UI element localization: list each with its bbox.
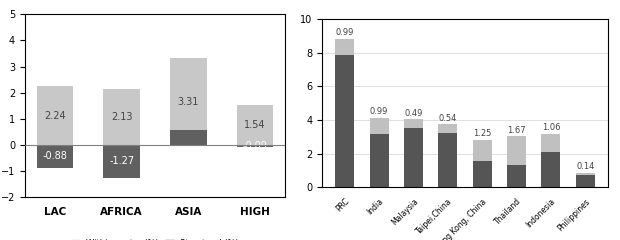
Bar [37,86,73,145]
Bar [237,105,273,145]
Bar [104,89,140,145]
Bar [404,119,423,128]
Text: 0.14: 0.14 [576,162,595,171]
Bar [370,118,389,134]
Bar [472,161,492,187]
Bar [335,39,354,55]
Text: -0.09: -0.09 [242,141,267,151]
Text: 1.54: 1.54 [244,120,266,130]
Bar [541,134,560,152]
Text: 0.54: 0.54 [438,114,457,123]
Bar [170,130,206,145]
Bar [335,55,354,187]
Text: -1.27: -1.27 [109,156,134,166]
Bar [507,137,526,165]
Bar [438,133,458,187]
Legend: Within sector (%), Structural (%): Within sector (%), Structural (%) [68,235,242,240]
Text: 3.31: 3.31 [178,96,199,107]
Text: 1.25: 1.25 [473,130,492,138]
Text: 2.24: 2.24 [44,110,66,120]
Text: -0.88: -0.88 [43,151,68,161]
Text: 2.13: 2.13 [111,112,133,122]
Text: 0.57: 0.57 [177,46,199,56]
Text: 0.99: 0.99 [335,28,354,37]
Bar [37,145,73,168]
Bar [576,173,595,175]
Bar [370,134,389,187]
Bar [237,145,273,147]
Bar [507,165,526,187]
Text: 1.67: 1.67 [507,126,526,135]
Text: 0.49: 0.49 [404,109,423,118]
Bar [104,145,140,178]
Bar [576,175,595,187]
Bar [404,128,423,187]
Bar [438,124,458,133]
Bar [472,140,492,161]
Text: 0.99: 0.99 [370,107,388,116]
Bar [541,152,560,187]
Bar [170,58,206,145]
Text: 1.06: 1.06 [542,123,560,132]
